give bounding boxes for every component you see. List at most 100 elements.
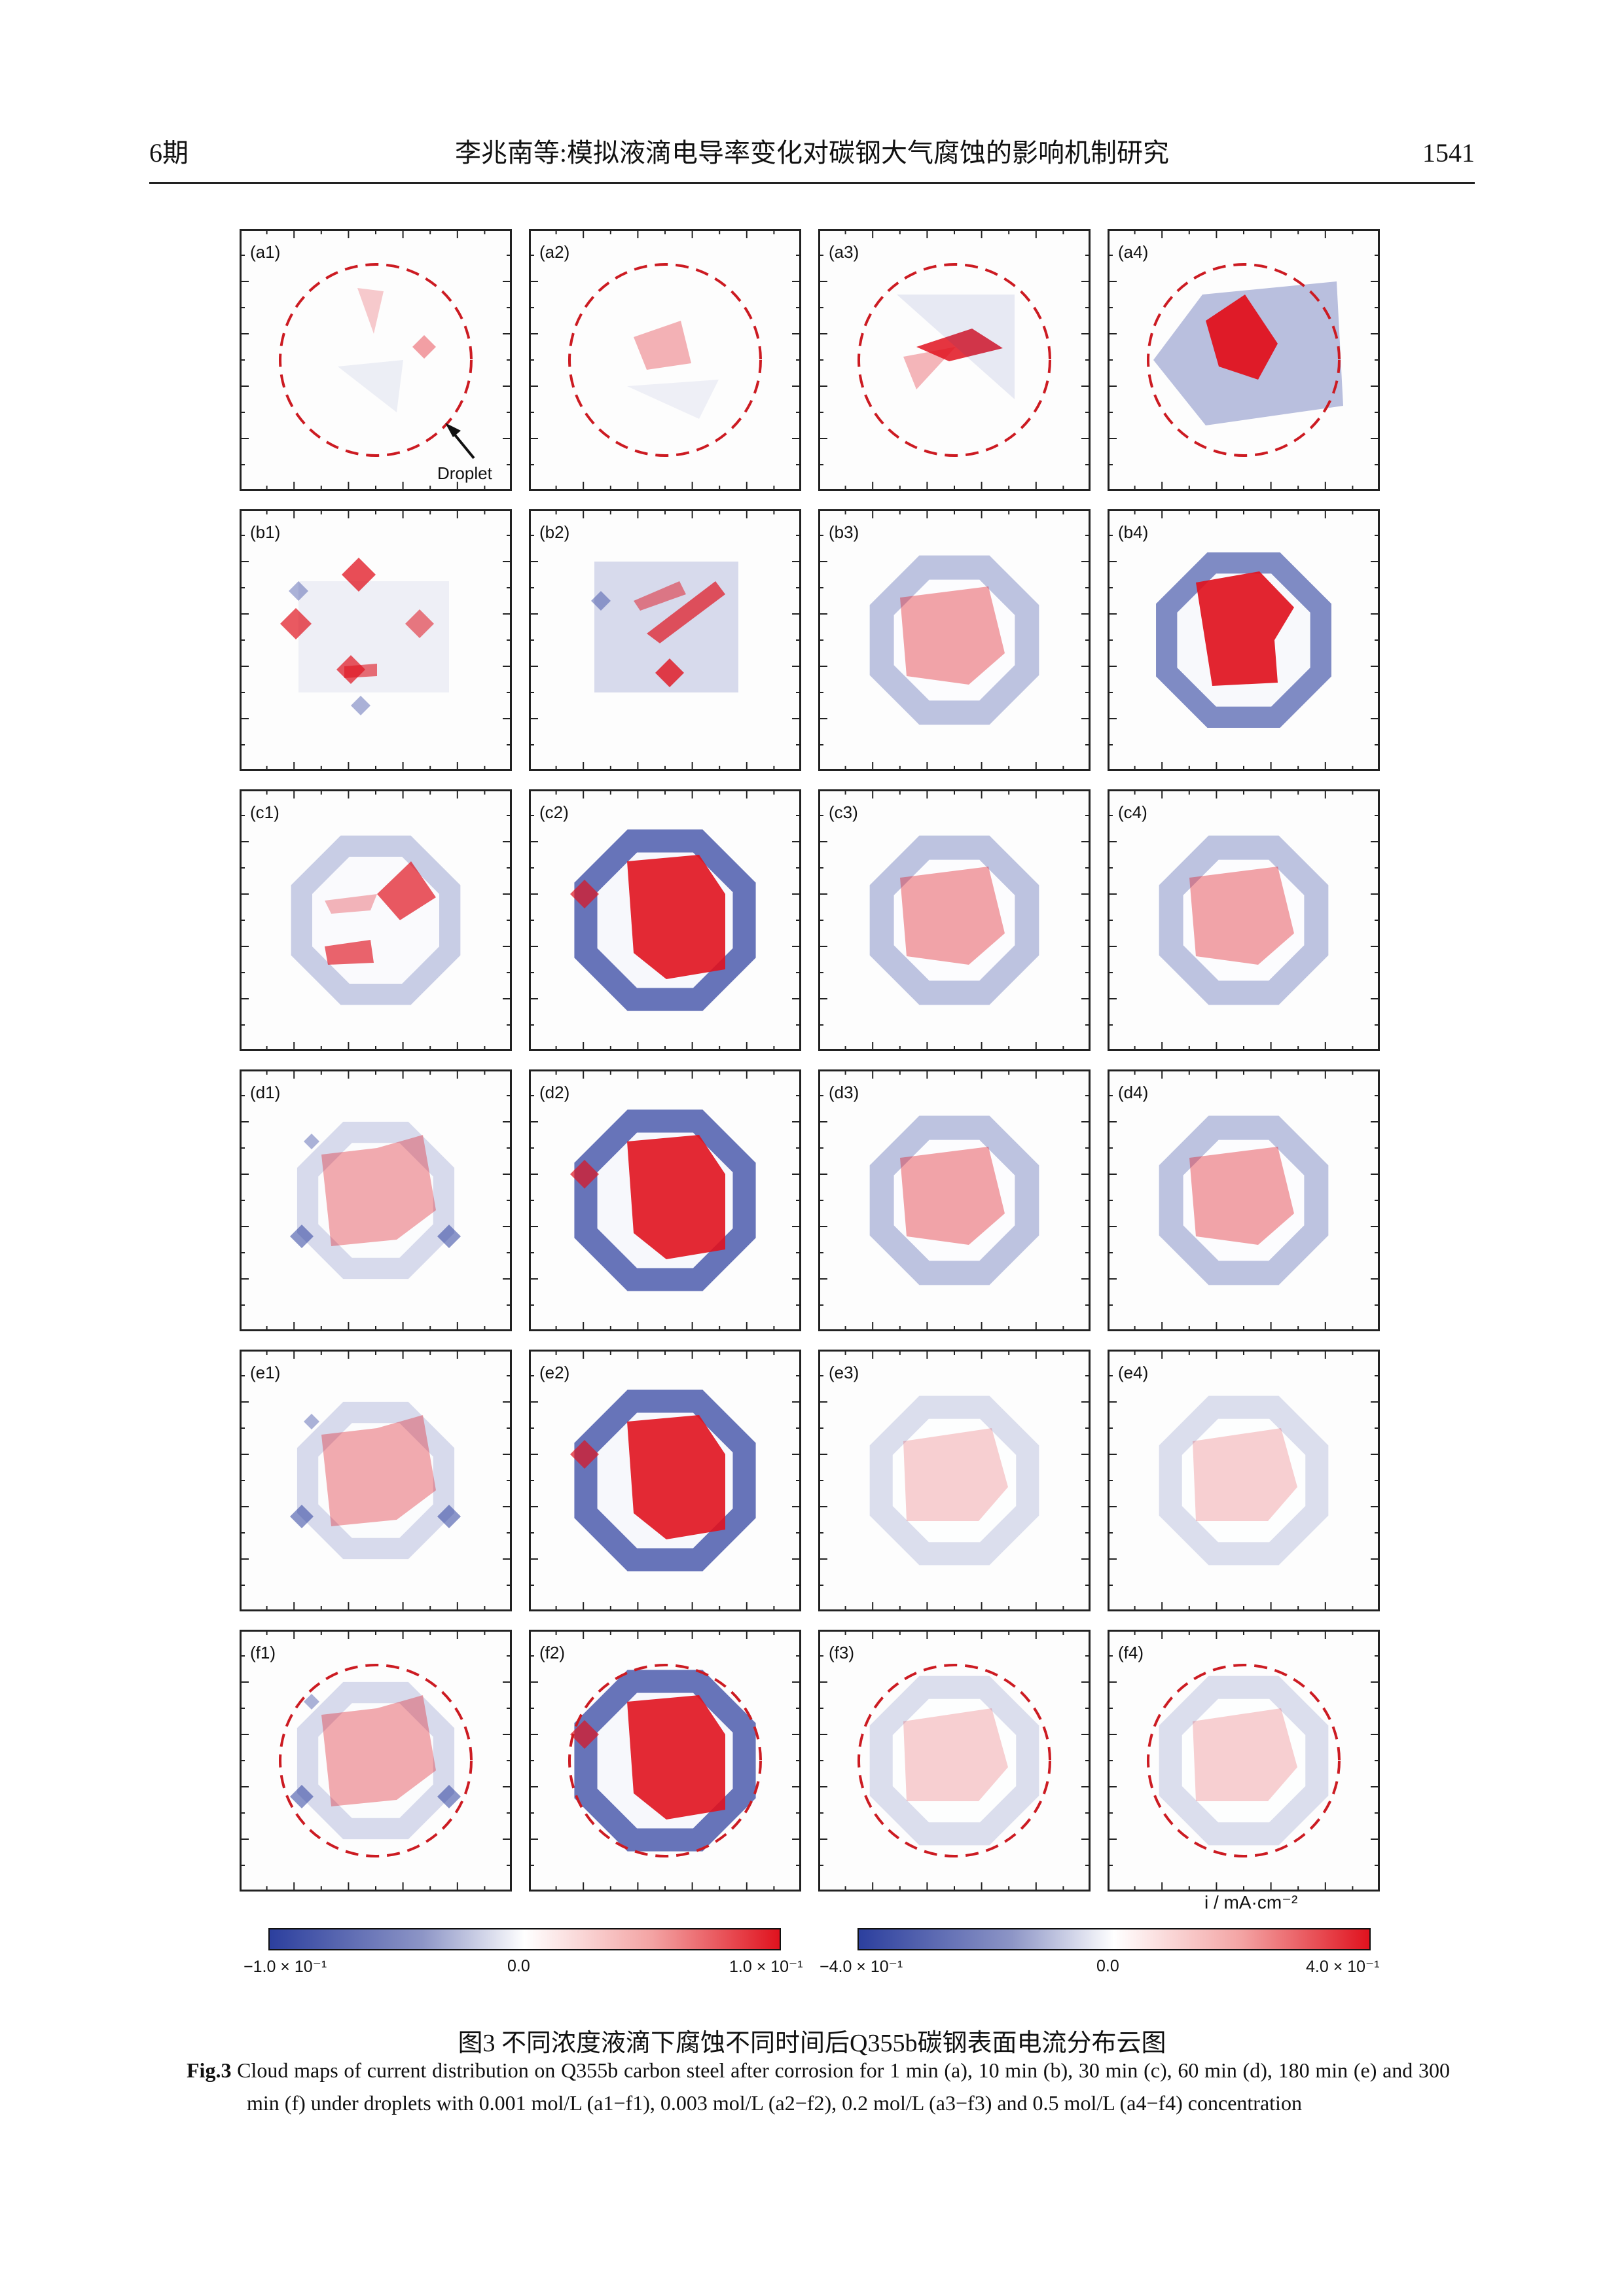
- panel-ticks: [818, 1630, 1091, 1892]
- current-region: [1189, 867, 1294, 965]
- panel-ticks: [1108, 229, 1380, 491]
- current-region: [903, 347, 956, 389]
- colorbar2-max-label: 4.0 × 10⁻¹: [1306, 1958, 1380, 1976]
- figure-caption-text: Cloud maps of current distribution on Q3…: [237, 2058, 1451, 2115]
- panel-ticks: [529, 1069, 801, 1331]
- current-spot: [591, 591, 611, 611]
- heatmap-panel: (b2): [529, 509, 801, 771]
- current-region: [357, 288, 384, 334]
- current-map: [280, 558, 449, 715]
- current-region: [627, 1135, 725, 1259]
- current-map: [1159, 1115, 1329, 1285]
- current-region: [1193, 1708, 1297, 1801]
- current-map: [869, 555, 1039, 725]
- current-map: [1159, 1395, 1329, 1566]
- colorbar1-mid-label: 0.0: [507, 1957, 530, 1975]
- current-region: [903, 1428, 1008, 1521]
- current-map: [869, 835, 1039, 1005]
- current-map: [897, 295, 1015, 399]
- current-map: [290, 1681, 461, 1840]
- panel-label: (e3): [829, 1363, 859, 1382]
- current-map: [1159, 835, 1329, 1005]
- droplet-arrow: [445, 423, 475, 459]
- panel-label: (e1): [250, 1363, 280, 1382]
- current-spot: [570, 880, 599, 908]
- panel-label: (c3): [829, 802, 858, 822]
- panel-ticks: [529, 509, 801, 771]
- current-map: [290, 1121, 461, 1280]
- heatmap-panel: (d2): [529, 1069, 801, 1331]
- panel-label: (f2): [539, 1643, 565, 1662]
- droplet-boundary: [279, 263, 473, 457]
- current-spot: [289, 581, 308, 601]
- heatmap-panel: (e3): [818, 1350, 1091, 1611]
- heatmap-panel: (b3): [818, 509, 1091, 771]
- current-region: [1193, 1428, 1297, 1521]
- panel-label: (a1): [250, 242, 280, 262]
- heatmap-panel: (b1): [240, 509, 512, 771]
- current-region: [900, 1147, 1005, 1245]
- panel-ticks: [818, 789, 1091, 1051]
- heatmap-panel: (e4): [1108, 1350, 1380, 1611]
- colorbar-unit-label: i / mA·cm⁻²: [1204, 1892, 1298, 1912]
- heatmap-panel: (f1): [240, 1630, 512, 1892]
- panel-ticks: [529, 1350, 801, 1611]
- panel-label: (a4): [1118, 242, 1148, 262]
- current-spot: [655, 658, 684, 687]
- current-region: [903, 1708, 1008, 1801]
- figure-caption-chinese: 图3 不同浓度液滴下腐蚀不同时间后Q355b碳钢表面电流分布云图: [458, 2030, 1166, 2057]
- panel-background: [529, 229, 801, 491]
- panel-label: (d4): [1118, 1083, 1148, 1102]
- current-map: [869, 1115, 1039, 1285]
- heatmap-panel: (d4): [1108, 1069, 1380, 1331]
- current-map: [869, 1676, 1039, 1846]
- current-region: [916, 329, 1003, 361]
- current-region: [647, 581, 725, 643]
- current-spot: [290, 1505, 314, 1528]
- panel-label: (b2): [539, 522, 569, 542]
- panel-background: [529, 509, 801, 771]
- heatmap-panel: (c3): [818, 789, 1091, 1051]
- running-title: 李兆南等:模拟液滴电导率变化对碳钢大气腐蚀的影响机制研究: [454, 138, 1170, 168]
- panel-ticks: [1108, 789, 1380, 1051]
- panel-label: (c1): [250, 802, 280, 822]
- panel-ticks: [1108, 509, 1380, 771]
- current-region: [900, 867, 1005, 965]
- heatmap-panel: (a4): [1108, 229, 1380, 491]
- heatmap-panel: (f3): [818, 1630, 1091, 1892]
- panel-ticks: [1108, 1069, 1380, 1331]
- droplet-boundary: [279, 1664, 473, 1857]
- current-spot: [290, 1785, 314, 1808]
- heatmap-panel: (e1): [240, 1350, 512, 1611]
- current-spot: [304, 1694, 319, 1710]
- current-region: [325, 940, 374, 965]
- current-region: [321, 1695, 436, 1806]
- panel-ticks: [818, 1350, 1091, 1611]
- colorbar1-max-label: 1.0 × 10⁻¹: [729, 1958, 803, 1976]
- panel-label: (c4): [1118, 802, 1147, 822]
- current-region: [318, 1423, 433, 1538]
- panel-ticks: [240, 229, 512, 491]
- current-region: [627, 1415, 725, 1539]
- issue-number: 6期: [149, 138, 189, 168]
- droplet-boundary: [568, 263, 762, 457]
- current-region: [893, 579, 1015, 701]
- current-map: [291, 835, 461, 1005]
- droplet-annotation: Droplet: [437, 463, 493, 483]
- current-spot: [342, 558, 376, 592]
- panel-background: [240, 509, 512, 771]
- current-region: [298, 581, 449, 692]
- current-spot: [304, 1134, 319, 1149]
- panel-ticks: [1108, 1350, 1380, 1611]
- current-map: [338, 288, 436, 412]
- heatmap-panel: (a3): [818, 229, 1091, 491]
- colorbar-high-range: [857, 1928, 1371, 1950]
- current-region: [321, 1415, 436, 1526]
- current-region: [897, 295, 1015, 399]
- panel-label: (f4): [1118, 1643, 1144, 1662]
- heatmap-panel: (c4): [1108, 789, 1380, 1051]
- heatmap-panel: (f4): [1108, 1630, 1380, 1892]
- current-region: [900, 586, 1005, 685]
- current-region: [325, 894, 377, 914]
- current-map: [1153, 281, 1343, 425]
